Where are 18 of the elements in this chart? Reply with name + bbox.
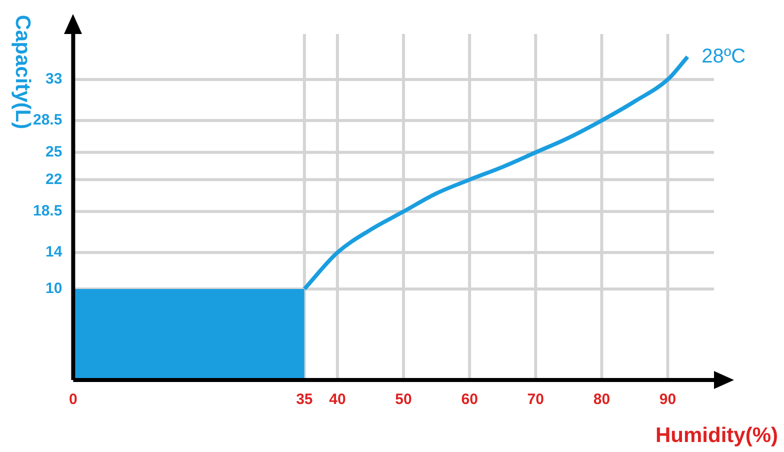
y-tick-label: 14 xyxy=(46,244,63,261)
y-tick-label: 22 xyxy=(46,170,62,188)
x-tick-label: 0 xyxy=(69,391,78,408)
series-label: 28ºC xyxy=(702,45,746,68)
x-tick-label: 80 xyxy=(593,391,610,408)
x-tick-label: 60 xyxy=(461,391,478,408)
y-tick-label: 25 xyxy=(46,144,62,161)
x-tick-label: 70 xyxy=(527,391,544,408)
x-tick-label: 90 xyxy=(659,391,676,408)
x-tick-label: 40 xyxy=(329,391,346,408)
y-axis-title: Capacity(L) xyxy=(10,14,34,132)
x-axis-title: Humidity(%) xyxy=(656,424,778,448)
y-tick-label: 28.5 xyxy=(32,112,62,129)
x-tick-label: 50 xyxy=(395,391,412,408)
y-tick-label: 18.5 xyxy=(32,202,62,220)
x-tick-label: 35 xyxy=(296,391,313,408)
y-tick-label: 10 xyxy=(46,280,62,298)
y-tick-label: 33 xyxy=(46,70,62,88)
